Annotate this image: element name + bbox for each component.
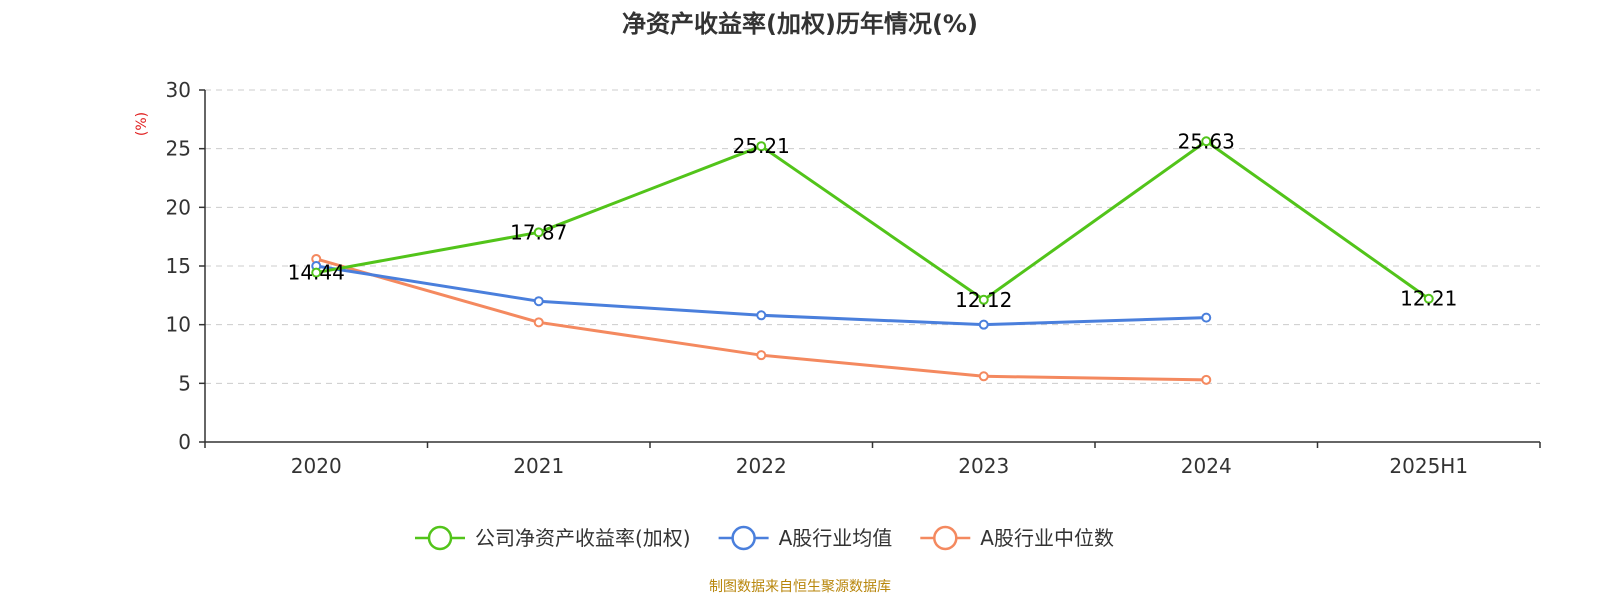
data-point <box>1423 293 1434 304</box>
y-tick-label: 30 <box>166 78 191 102</box>
y-tick-label: 20 <box>166 195 191 219</box>
data-label: 12.12 <box>955 288 1012 312</box>
chart-title: 净资产收益率(加权)历年情况(%) <box>622 10 978 38</box>
x-tick-label: 2020 <box>291 454 342 478</box>
data-point <box>978 319 989 330</box>
legend-label: 公司净资产收益率(加权) <box>475 526 691 550</box>
data-label: 25.63 <box>1178 129 1235 153</box>
data-label: 14.44 <box>288 261 345 285</box>
legend-label: A股行业中位数 <box>980 526 1114 550</box>
y-tick-label: 25 <box>166 137 191 161</box>
data-point <box>1201 312 1212 323</box>
data-point <box>533 296 544 307</box>
data-labels: 14.44 17.87 25.21 12.12 25.63 12.21 <box>288 129 1458 312</box>
legend-item[interactable]: A股行业中位数 <box>920 525 1114 551</box>
data-point <box>978 371 989 382</box>
data-point <box>756 350 767 361</box>
data-point <box>533 317 544 328</box>
x-tick-label: 2024 <box>1181 454 1232 478</box>
legend[interactable]: 公司净资产收益率(加权) A股行业均值 A股行业中位数 <box>415 525 1114 551</box>
legend-circle-icon <box>731 525 756 551</box>
y-tick-label: 0 <box>178 430 191 454</box>
x-tick-label: 2022 <box>736 454 787 478</box>
x-tick-label: 2025H1 <box>1389 454 1468 478</box>
data-point <box>533 227 544 238</box>
x-tick-label: 2023 <box>958 454 1009 478</box>
legend-item[interactable]: 公司净资产收益率(加权) <box>415 525 691 551</box>
y-tick-label: 10 <box>166 313 191 337</box>
source-note: 制图数据来自恒生聚源数据库 <box>709 579 891 595</box>
data-point <box>756 141 767 152</box>
series-line <box>315 139 1430 302</box>
data-point <box>1201 374 1212 385</box>
legend-circle-icon <box>427 525 453 551</box>
grid-lines <box>205 89 1540 384</box>
data-point <box>311 267 322 278</box>
data-point <box>1201 136 1212 147</box>
legend-item[interactable]: A股行业均值 <box>718 525 893 551</box>
axes: 0 5 10 15 20 25 30 2020 2021 2022 2023 2024 2025H1 <box>166 78 1541 478</box>
legend-circle-icon <box>933 525 958 551</box>
y-axis-label: (%) <box>134 112 150 136</box>
data-point <box>756 310 767 321</box>
data-point <box>978 294 989 305</box>
legend-label: A股行业均值 <box>779 526 893 550</box>
y-tick-label: 5 <box>178 371 191 395</box>
series-lines <box>311 136 1434 385</box>
y-tick-label: 15 <box>166 254 191 278</box>
data-label: 12.21 <box>1400 287 1457 311</box>
x-tick-label: 2021 <box>513 454 564 478</box>
data-label: 25.21 <box>733 134 790 158</box>
data-label: 17.87 <box>510 220 567 244</box>
